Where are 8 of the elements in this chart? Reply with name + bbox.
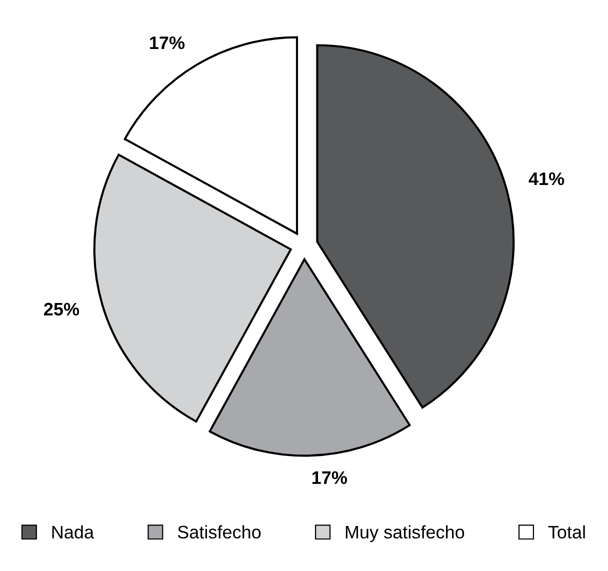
legend-label: Total <box>548 525 585 539</box>
data-label: 17% <box>150 36 185 50</box>
legend-label: Nada <box>52 525 94 539</box>
legend-label: Muy satisfecho <box>346 525 464 542</box>
data-label: 17% <box>312 471 348 484</box>
data-label: 25% <box>44 302 80 316</box>
data-label: 41% <box>528 172 564 186</box>
legend-label: Satisfecho <box>178 525 261 539</box>
